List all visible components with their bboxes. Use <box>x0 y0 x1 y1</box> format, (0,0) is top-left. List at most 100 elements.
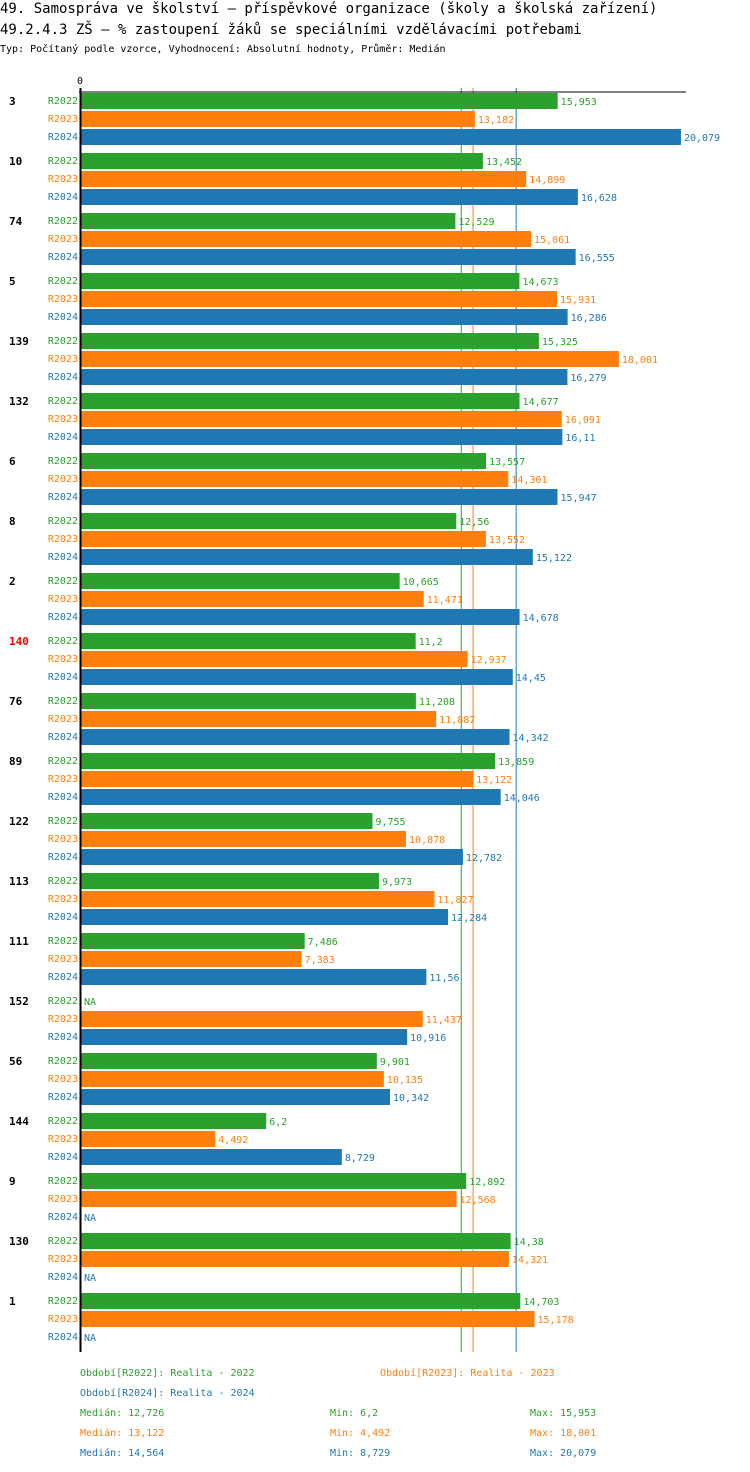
min-r2024: Min: 8,729 <box>330 1448 391 1459</box>
bar <box>81 531 486 547</box>
series-label: R2023 <box>48 654 78 665</box>
data-label: 14,38 <box>514 1237 544 1248</box>
category-label: 56 <box>9 1055 23 1068</box>
category-label: 140 <box>9 635 29 648</box>
category-label: 2 <box>9 575 16 588</box>
bar <box>81 693 416 709</box>
bar <box>81 1191 457 1207</box>
series-label: R2023 <box>48 1254 78 1265</box>
data-label: 15,931 <box>560 295 596 306</box>
series-label: R2022 <box>48 1296 78 1307</box>
bar <box>81 333 539 349</box>
data-label: 13,557 <box>489 457 525 468</box>
bar-chart: 0 3 R2022 15,953 R2023 13,182 R2024 20,079 10 R20… <box>9 76 720 1352</box>
chart-subtitle: 49.2.4.3 ZŠ – % zastoupení žáků se speci… <box>0 22 582 38</box>
data-label: 13,552 <box>489 535 525 546</box>
bar <box>81 273 520 289</box>
bar <box>81 1173 467 1189</box>
data-label: 14,342 <box>513 733 549 744</box>
series-label: R2024 <box>48 612 78 623</box>
series-label: R2023 <box>48 894 78 905</box>
chart-meta: Typ: Počítaný podle vzorce, Vyhodnocení:… <box>0 44 446 55</box>
series-label: R2022 <box>48 1116 78 1127</box>
data-label: 7,383 <box>305 955 335 966</box>
bar <box>81 489 558 505</box>
bar <box>81 213 456 229</box>
series-label: R2024 <box>48 732 78 743</box>
bar <box>81 429 563 445</box>
series-label: R2022 <box>48 756 78 767</box>
max-r2022: Max: 15,953 <box>530 1408 597 1419</box>
bar <box>81 873 379 889</box>
bar <box>81 831 407 847</box>
series-label: R2024 <box>48 132 78 143</box>
series-label: R2022 <box>48 216 78 227</box>
bar <box>81 249 576 265</box>
data-label: 10,878 <box>409 835 445 846</box>
bar <box>81 951 302 967</box>
max-r2023: Max: 18,001 <box>530 1428 597 1439</box>
data-label: 12,284 <box>451 913 487 924</box>
data-label: 14,301 <box>511 475 547 486</box>
data-label: 11,2 <box>419 637 443 648</box>
series-label: R2023 <box>48 834 78 845</box>
category-label: 111 <box>9 935 29 948</box>
series-label: R2024 <box>48 432 78 443</box>
bar <box>81 813 373 829</box>
bar <box>81 609 520 625</box>
series-label: R2023 <box>48 114 78 125</box>
series-label: R2022 <box>48 336 78 347</box>
category-label: 130 <box>9 1235 29 1248</box>
bar <box>81 1149 342 1165</box>
data-label: 16,628 <box>581 193 617 204</box>
data-label: 11,437 <box>426 1015 462 1026</box>
data-label: 14,899 <box>529 175 565 186</box>
bar <box>81 1053 377 1069</box>
legend-period-r2023: Období[R2023]: Realita - 2023 <box>380 1368 555 1379</box>
series-label: R2022 <box>48 516 78 527</box>
median-r2023: Medián: 13,122 <box>80 1428 165 1439</box>
data-label: 14,703 <box>523 1297 559 1308</box>
bar <box>81 933 305 949</box>
data-label: 14,677 <box>523 397 559 408</box>
bar <box>81 729 510 745</box>
data-label: 12,892 <box>469 1177 505 1188</box>
bar <box>81 1251 509 1267</box>
category-label: 10 <box>9 155 22 168</box>
category-label: 8 <box>9 515 16 528</box>
series-label: R2023 <box>48 1194 78 1205</box>
series-label: R2024 <box>48 1212 78 1223</box>
data-label: 9,901 <box>380 1057 410 1068</box>
series-label: R2024 <box>48 852 78 863</box>
bar <box>81 891 435 907</box>
series-label: R2022 <box>48 696 78 707</box>
data-label: 15,325 <box>542 337 578 348</box>
data-label: 13,182 <box>478 115 514 126</box>
series-label: R2022 <box>48 1236 78 1247</box>
series-label: R2023 <box>48 354 78 365</box>
data-label: 10,342 <box>393 1093 429 1104</box>
data-label: 11,208 <box>419 697 455 708</box>
bar <box>81 129 681 145</box>
bar <box>81 969 427 985</box>
data-label: 11,887 <box>439 715 475 726</box>
data-label: NA <box>84 1333 96 1344</box>
data-label: 12,782 <box>466 853 502 864</box>
series-label: R2022 <box>48 156 78 167</box>
bar <box>81 849 463 865</box>
bar <box>81 309 568 325</box>
category-label: 9 <box>9 1175 16 1188</box>
bar <box>81 1071 384 1087</box>
data-label: 7,486 <box>308 937 338 948</box>
data-label: 16,555 <box>579 253 615 264</box>
data-label: 8,729 <box>345 1153 375 1164</box>
series-label: R2024 <box>48 972 78 983</box>
data-label: 12,568 <box>460 1195 496 1206</box>
bar <box>81 1131 216 1147</box>
series-label: R2024 <box>48 552 78 563</box>
bar <box>81 1233 511 1249</box>
bar <box>81 453 487 469</box>
series-label: R2022 <box>48 396 78 407</box>
data-label: 4,492 <box>218 1135 248 1146</box>
bar <box>81 351 619 367</box>
